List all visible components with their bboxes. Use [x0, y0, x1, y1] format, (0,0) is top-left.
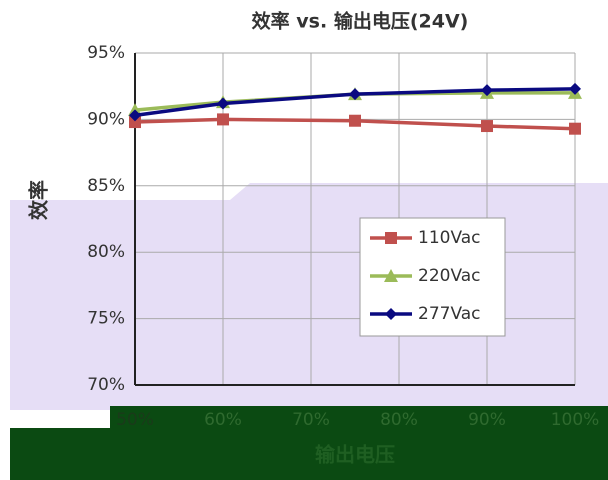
- legend-marker: [384, 269, 398, 282]
- marker: [217, 97, 229, 110]
- overlay-band: [10, 428, 608, 480]
- x-tick-label: 80%: [380, 410, 418, 430]
- legend: 110Vac 220Vac 277Vac: [359, 217, 506, 337]
- marker: [481, 120, 493, 133]
- chart-title: 效率 vs. 输出电压(24V): [252, 10, 469, 33]
- marker: [569, 122, 581, 135]
- marker: [129, 116, 141, 129]
- x-tick-label: 50%: [116, 410, 154, 430]
- y-tick-label: 90%: [87, 109, 125, 129]
- marker: [129, 109, 141, 122]
- x-tick-label: 100%: [551, 410, 600, 430]
- x-tick-label: 60%: [204, 410, 242, 430]
- marker: [349, 88, 361, 101]
- y-tick-label: 70%: [87, 375, 125, 395]
- y-tick-label: 80%: [87, 242, 125, 262]
- legend-label: 277Vac: [418, 304, 481, 324]
- y-tick-label: 85%: [87, 176, 125, 196]
- legend-label: 220Vac: [418, 266, 481, 286]
- marker: [217, 113, 229, 126]
- y-tick-label: 95%: [87, 43, 125, 63]
- marker: [569, 82, 581, 95]
- x-tick-label: 70%: [292, 410, 330, 430]
- legend-label: 110Vac: [418, 228, 481, 248]
- x-axis-title: 输出电压: [315, 443, 395, 467]
- y-tick-label: 75%: [87, 309, 125, 329]
- x-tick-label: 90%: [468, 410, 506, 430]
- y-axis-title: 效率: [27, 180, 51, 220]
- legend-marker: [385, 232, 397, 244]
- overlay-strip: [110, 406, 608, 428]
- marker: [349, 114, 361, 127]
- marker: [481, 84, 493, 97]
- legend-marker: [385, 308, 397, 320]
